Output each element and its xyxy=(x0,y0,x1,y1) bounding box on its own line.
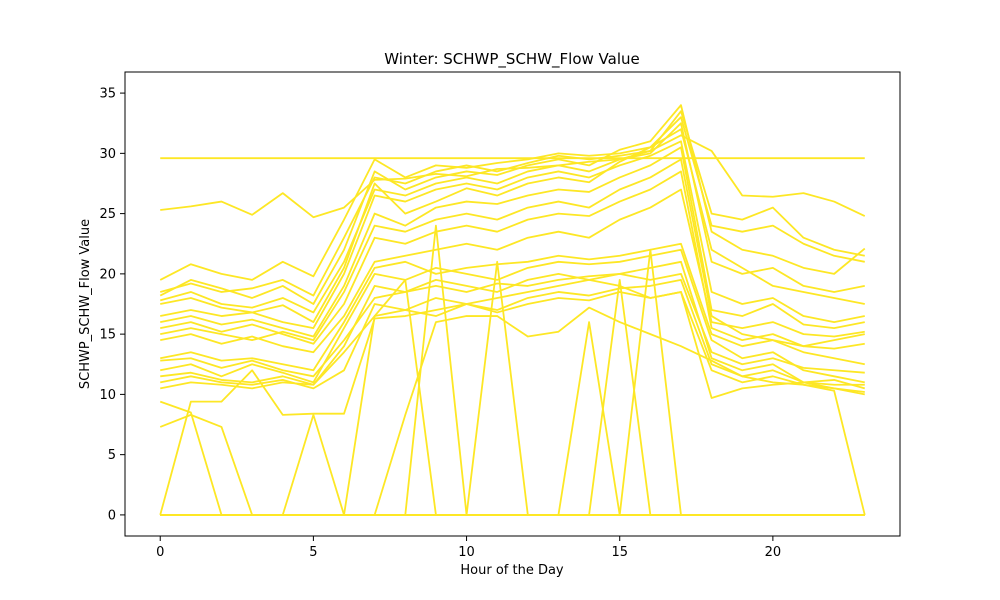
series-line-29 xyxy=(160,278,865,390)
series-line-23 xyxy=(160,140,865,330)
x-axis: 0 5 10 15 20 xyxy=(156,536,781,560)
x-tick-label: 0 xyxy=(156,545,164,560)
series-line-2 xyxy=(160,134,866,219)
series-line-3 xyxy=(160,128,865,323)
y-tick-label: 30 xyxy=(99,147,116,162)
x-tick-label: 10 xyxy=(458,545,475,560)
series-line-9 xyxy=(160,260,866,390)
series-line-7 xyxy=(159,116,865,281)
series-line-5 xyxy=(160,146,865,338)
y-axis: 0 5 10 15 20 25 30 35 xyxy=(99,87,125,523)
series-line-24 xyxy=(159,122,865,314)
series-line-10 xyxy=(160,242,865,372)
series-line-4 xyxy=(159,104,866,305)
y-tick-label: 35 xyxy=(99,87,116,102)
chart-title: Winter: SCHWP_SCHW_Flow Value xyxy=(384,50,639,69)
y-tick-label: 20 xyxy=(99,267,116,282)
series-line-22 xyxy=(160,306,866,516)
y-tick-label: 10 xyxy=(99,388,116,403)
y-tick-label: 15 xyxy=(99,328,116,343)
y-axis-label: SCHWP_SCHW_Flow Value xyxy=(78,219,93,389)
y-tick-label: 25 xyxy=(99,207,116,222)
series-line-27 xyxy=(159,110,865,297)
x-tick-label: 15 xyxy=(611,545,628,560)
series-line-8 xyxy=(160,248,865,384)
series-line-26 xyxy=(160,272,865,378)
series-layer xyxy=(159,104,866,516)
series-line-25 xyxy=(160,170,865,350)
x-tick-label: 5 xyxy=(309,545,317,560)
series-line-14 xyxy=(159,278,865,516)
y-tick-label: 5 xyxy=(108,448,116,463)
x-axis-label: Hour of the Day xyxy=(460,563,564,578)
plot-frame xyxy=(124,71,901,537)
series-line-11 xyxy=(160,291,865,393)
y-tick-label: 0 xyxy=(108,508,116,523)
x-tick-label: 20 xyxy=(765,545,782,560)
series-line-28 xyxy=(160,188,865,354)
